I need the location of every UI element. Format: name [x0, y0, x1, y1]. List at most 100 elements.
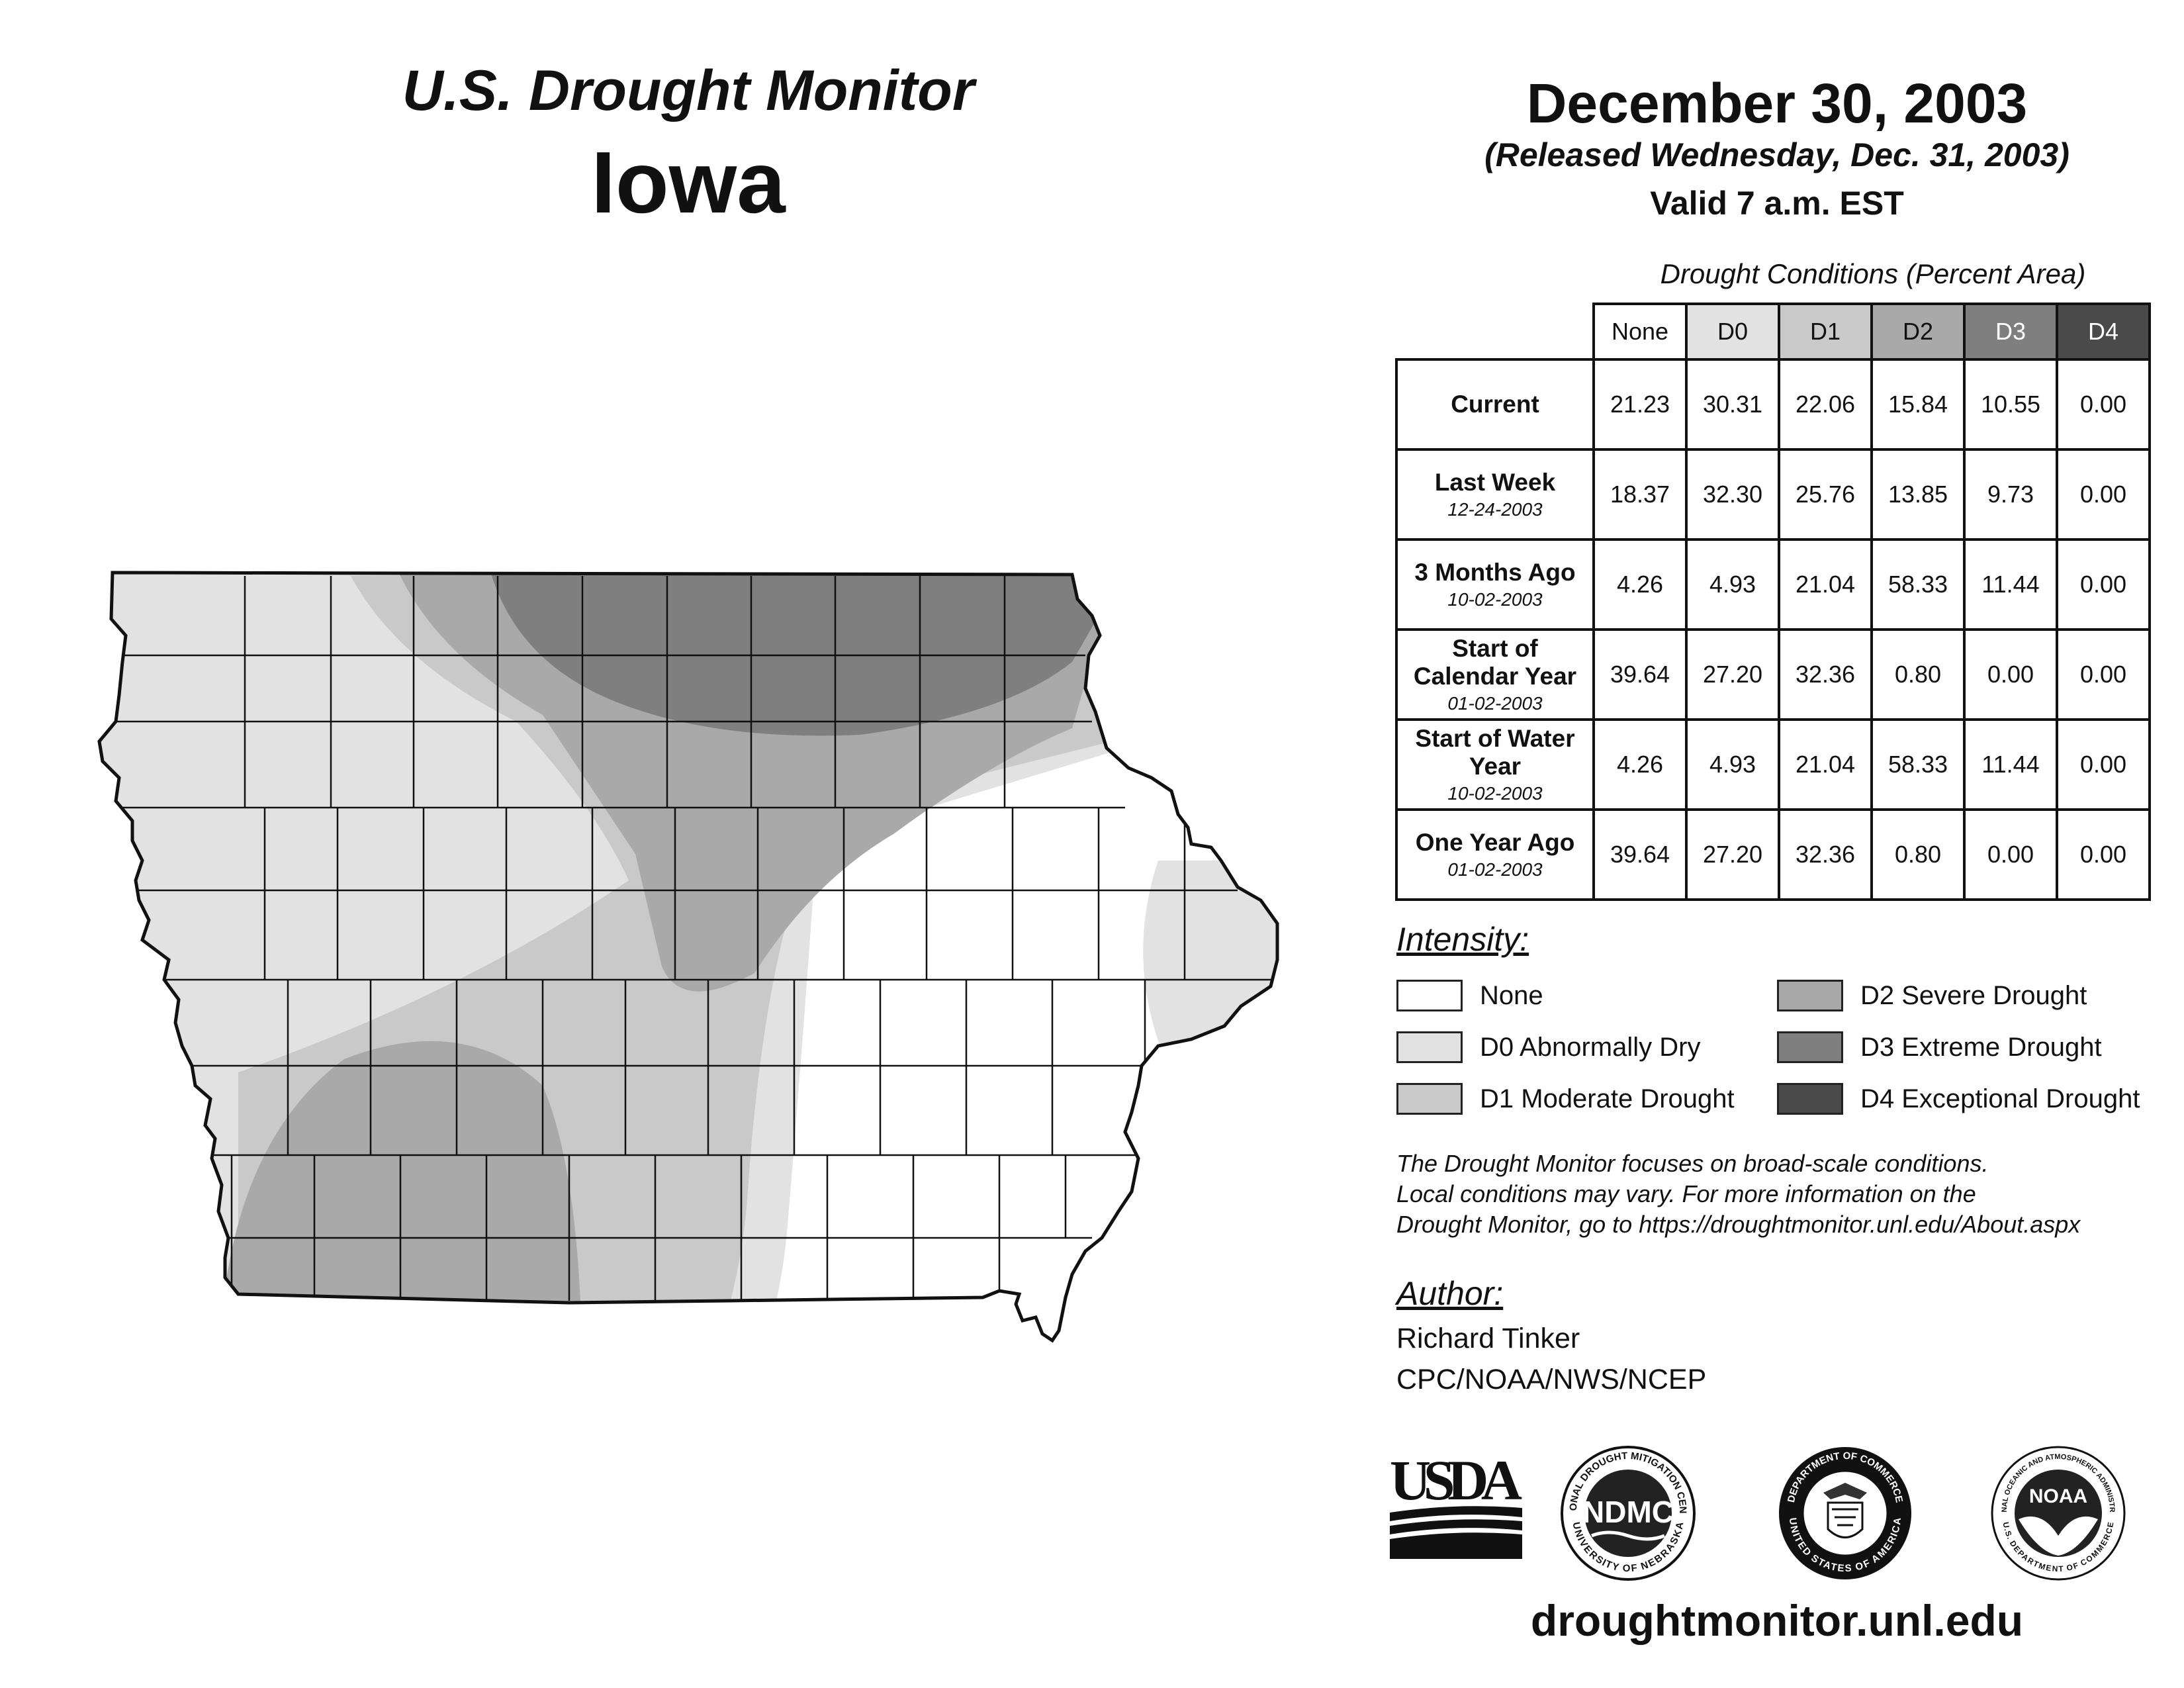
table-cell: 0.80	[1870, 808, 1966, 901]
author-org: CPC/NOAA/NWS/NCEP	[1396, 1364, 1707, 1395]
note-line: The Drought Monitor focuses on broad-sca…	[1396, 1150, 1989, 1177]
table-cell: 0.00	[1963, 808, 2058, 901]
row-label-text: 3 Months Ago	[1414, 559, 1576, 586]
table-cell: 0.00	[2056, 358, 2151, 451]
row-label-date: 01-02-2003	[1447, 693, 1543, 714]
col-none: None	[1592, 303, 1688, 361]
usda-logo: USDA	[1390, 1448, 1522, 1559]
table-cell: 25.76	[1778, 448, 1873, 541]
ndmc-text: NDMC	[1582, 1495, 1674, 1529]
legend-swatch	[1777, 1031, 1843, 1063]
row-label-text: One Year Ago	[1415, 829, 1575, 856]
table-cell: 58.33	[1870, 718, 1966, 811]
table-cell: 0.00	[1963, 628, 2058, 721]
legend-label: None	[1480, 980, 1543, 1010]
table-cell: 15.84	[1870, 358, 1966, 451]
table-row: Current 21.23 30.31 22.06 15.84 10.55 0.00	[1395, 358, 2151, 451]
legend-label: D3 Extreme Drought	[1860, 1032, 2102, 1062]
legend-swatch	[1777, 1083, 1843, 1115]
table-cell: 4.26	[1592, 718, 1688, 811]
noaa-text: NOAA	[2029, 1485, 2087, 1507]
table-cell: 32.36	[1778, 628, 1873, 721]
legend-swatch	[1396, 1031, 1463, 1063]
table-cell: 32.30	[1685, 448, 1780, 541]
agency-logos: USDA NATIONAL DROUGHT MITIGATION CENTER …	[1390, 1436, 2126, 1581]
table-row: One Year Ago 01-02-2003 39.64 27.20 32.36 0.8…	[1395, 808, 2151, 901]
table-cell: 21.04	[1778, 718, 1873, 811]
col-d0: D0	[1685, 303, 1780, 361]
legend-label: D1 Moderate Drought	[1480, 1084, 1735, 1113]
row-label: Start of Water Year 10-02-2003	[1395, 718, 1595, 811]
legend-item-d2: D2 Severe Drought	[1777, 980, 2087, 1011]
iowa-drought-map	[97, 571, 1279, 1343]
table-cell: 0.00	[2056, 718, 2151, 811]
row-label: Last Week 12-24-2003	[1395, 448, 1595, 541]
table-cell: 22.06	[1778, 358, 1873, 451]
legend-label: D4 Exceptional Drought	[1860, 1084, 2140, 1113]
legend-item-d0: D0 Abnormally Dry	[1396, 1031, 1700, 1063]
row-label-text: Last Week	[1434, 469, 1556, 496]
table-row: Start of Calendar Year 01-02-2003 39.64 27.…	[1395, 628, 2151, 721]
commerce-seal: DEPARTMENT OF COMMERCE UNITED STATES OF …	[1779, 1447, 1911, 1579]
table-row: Last Week 12-24-2003 18.37 32.30 25.76 13.85 9…	[1395, 448, 2151, 541]
row-label: 3 Months Ago 10-02-2003	[1395, 538, 1595, 631]
table-cell: 4.93	[1685, 718, 1780, 811]
table-cell: 9.73	[1963, 448, 2058, 541]
table-row: 3 Months Ago 10-02-2003 4.26 4.93 21.04 58.33…	[1395, 538, 2151, 631]
author-name: Richard Tinker	[1396, 1323, 1580, 1354]
legend-label: D0 Abnormally Dry	[1480, 1032, 1701, 1062]
usda-text: USDA	[1390, 1448, 1522, 1512]
table-cell: 21.04	[1778, 538, 1873, 631]
table-cell: 0.80	[1870, 628, 1966, 721]
table-caption: Drought Conditions (Percent Area)	[1660, 258, 2086, 289]
legend-swatch	[1396, 1083, 1463, 1115]
map-title: U.S. Drought Monitor	[402, 59, 975, 122]
table-cell: 11.44	[1963, 718, 2058, 811]
note-line: Local conditions may vary. For more info…	[1396, 1180, 1976, 1207]
table-header-row: None D0 D1 D2 D3 D4	[1396, 303, 2151, 361]
table-cell: 32.36	[1778, 808, 1873, 901]
table-cell: 13.85	[1870, 448, 1966, 541]
table-row: Start of Water Year 10-02-2003 4.26 4.93 21.…	[1395, 718, 2151, 811]
col-d2: D2	[1870, 303, 1966, 361]
row-label-date: 10-02-2003	[1447, 589, 1543, 610]
col-d4: D4	[2056, 303, 2151, 361]
row-label-text: Start of Calendar Year	[1413, 635, 1577, 690]
row-label: Start of Calendar Year 01-02-2003	[1395, 628, 1595, 721]
state-title: Iowa	[591, 134, 786, 231]
release-date: (Released Wednesday, Dec. 31, 2003)	[1484, 136, 2070, 173]
row-label-date: 12-24-2003	[1447, 499, 1543, 520]
table-cell: 39.64	[1592, 808, 1688, 901]
table-corner	[1396, 304, 1595, 361]
table-cell: 0.00	[2056, 538, 2151, 631]
table-cell: 11.44	[1963, 538, 2058, 631]
legend-item-d3: D3 Extreme Drought	[1777, 1031, 2102, 1063]
row-label-date: 01-02-2003	[1447, 859, 1543, 880]
table-cell: 0.00	[2056, 448, 2151, 541]
legend-swatch	[1777, 980, 1843, 1011]
table-cell: 4.93	[1685, 538, 1780, 631]
row-label-text: Current	[1451, 391, 1539, 418]
table-cell: 4.26	[1592, 538, 1688, 631]
disclaimer-note: The Drought Monitor focuses on broad-sca…	[1396, 1149, 2177, 1240]
table-cell: 39.64	[1592, 628, 1688, 721]
map-date: December 30, 2003	[1526, 72, 2028, 134]
table-cell: 0.00	[2056, 628, 2151, 721]
footer-url[interactable]: droughtmonitor.unl.edu	[1530, 1596, 2024, 1645]
legend-item-none: None	[1396, 980, 1543, 1011]
table-cell: 58.33	[1870, 538, 1966, 631]
row-label: Current	[1395, 358, 1595, 451]
row-label: One Year Ago 01-02-2003	[1395, 808, 1595, 901]
legend-item-d1: D1 Moderate Drought	[1396, 1083, 1735, 1115]
drought-conditions-table: None D0 D1 D2 D3 D4 Current 21.23 30.31 22.…	[1395, 303, 2151, 901]
col-d3: D3	[1963, 303, 2058, 361]
legend-heading: Intensity:	[1396, 921, 1529, 958]
table-cell: 21.23	[1592, 358, 1688, 451]
legend-item-d4: D4 Exceptional Drought	[1777, 1083, 2140, 1115]
table-cell: 27.20	[1685, 808, 1780, 901]
col-d1: D1	[1778, 303, 1873, 361]
table-cell: 27.20	[1685, 628, 1780, 721]
row-label-date: 10-02-2003	[1447, 783, 1543, 804]
table-cell: 30.31	[1685, 358, 1780, 451]
table-cell: 0.00	[2056, 808, 2151, 901]
